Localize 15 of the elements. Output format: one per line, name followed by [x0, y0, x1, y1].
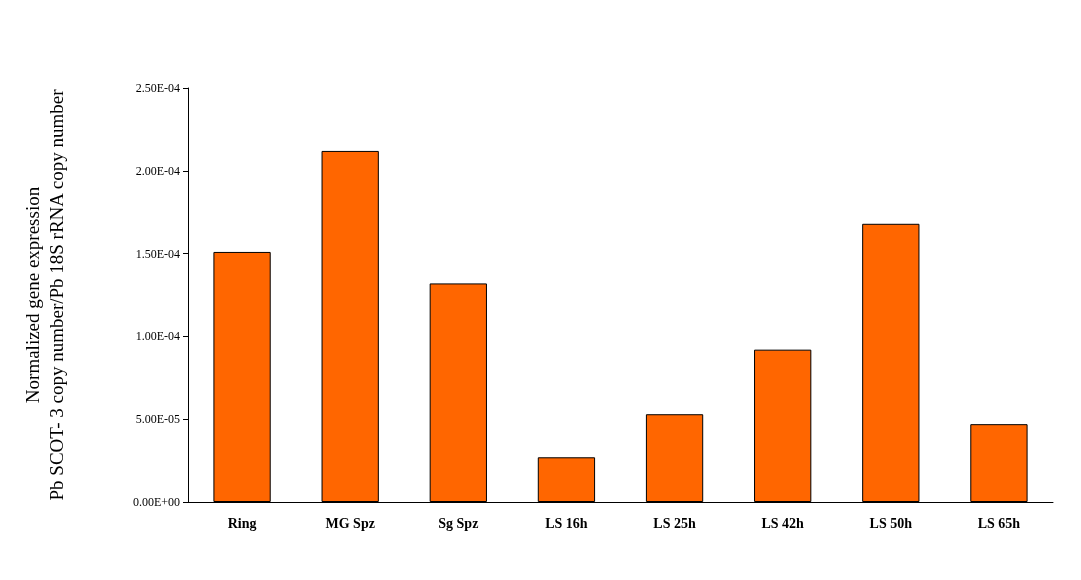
x-tick-label: LS 16h — [545, 515, 588, 531]
x-tick-label: LS 42h — [761, 515, 805, 531]
x-tick-label: MG Spz — [325, 515, 375, 531]
y-tick-label: 1.00E-04 — [135, 329, 180, 344]
x-tick-label: LS 50h — [869, 515, 913, 531]
x-tick-label: Ring — [227, 515, 257, 531]
y-tick-label: 2.00E-04 — [135, 163, 180, 178]
y-tick-label: 2.50E-04 — [135, 81, 180, 95]
x-tick-label: LS 25h — [653, 515, 696, 531]
y-tick-label: 5.00E-05 — [135, 412, 180, 427]
y-tick-label: 0.00E+00 — [132, 495, 180, 509]
x-tick-label: LS 65h — [977, 515, 1021, 531]
x-tick-label: Sg Spz — [438, 515, 479, 531]
y-axis-title: Normalized gene expression Pb SCOT- 3 copy number/Pb 18S rRNA copy number — [21, 88, 67, 501]
y-tick-label: 1.50E-04 — [135, 246, 180, 261]
